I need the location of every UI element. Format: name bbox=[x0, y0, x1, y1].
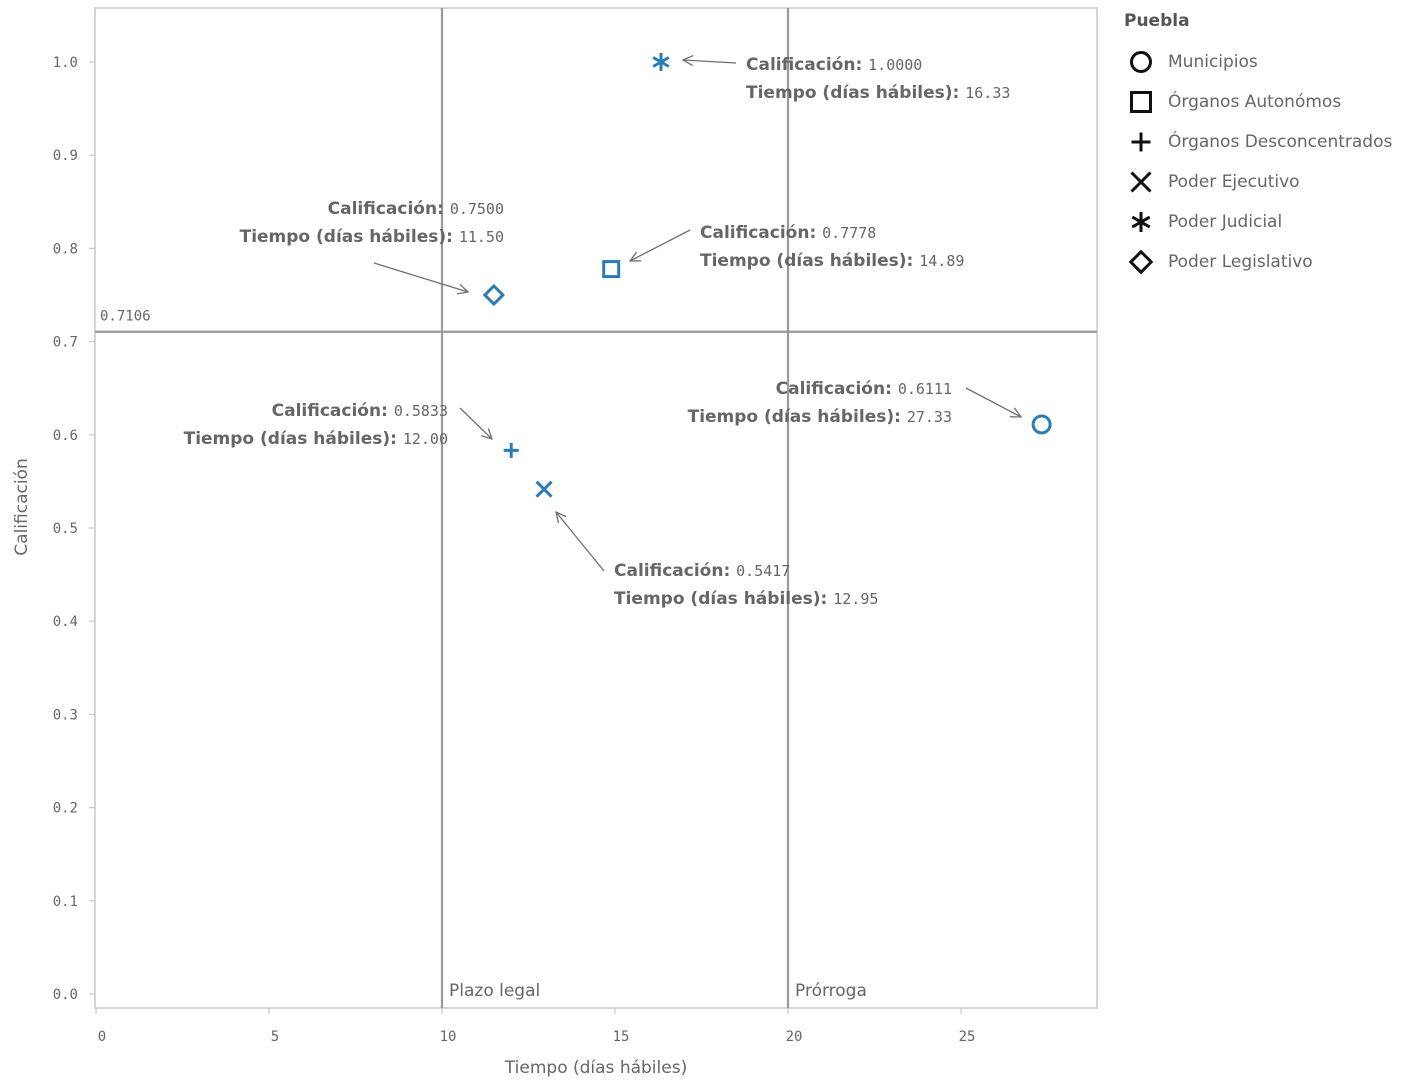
y-tick-label: 0.5 bbox=[53, 521, 78, 537]
legend-label: Poder Ejecutivo bbox=[1168, 172, 1300, 192]
circle-marker-icon bbox=[1130, 51, 1152, 73]
legend-item: Municipios bbox=[1124, 42, 1416, 82]
asterisk-marker-icon bbox=[1131, 212, 1151, 232]
reference-line-label: 0.7106 bbox=[100, 309, 151, 325]
legend-marker bbox=[1128, 249, 1154, 275]
scatter-chart: 0 5 10 15 20 25 0.0 0.1 0.2 0.3 0.4 0.5 0.6 0.7 0.8 0.9… bbox=[12, 7, 1098, 1078]
plot-frame bbox=[94, 7, 1098, 1009]
legend-item: Poder Ejecutivo bbox=[1124, 162, 1416, 202]
legend-item: Poder Legislativo bbox=[1124, 242, 1416, 282]
annotation-time: Tiempo (días hábiles): 27.33 bbox=[688, 407, 952, 427]
legend-marker bbox=[1130, 51, 1152, 73]
legend-marker bbox=[1131, 212, 1151, 232]
legend-item: Órganos Autonómos bbox=[1124, 82, 1416, 122]
legend-label: Poder Judicial bbox=[1168, 212, 1283, 232]
legend-label: Órganos Desconcentrados bbox=[1168, 132, 1393, 152]
data-point bbox=[503, 442, 519, 458]
data-point bbox=[482, 283, 506, 307]
y-tick-label: 0.4 bbox=[53, 614, 78, 630]
annotation-arrow bbox=[556, 512, 605, 572]
annotation-arrow bbox=[459, 407, 492, 439]
annotation-score: Calificación: 0.5833 bbox=[272, 401, 448, 421]
annotation-arrow bbox=[630, 229, 691, 261]
annotation-arrow bbox=[683, 60, 737, 63]
annotation-time: Tiempo (días hábiles): 16.33 bbox=[746, 83, 1010, 103]
annotation-score: Calificación: 0.6111 bbox=[776, 379, 952, 399]
legend-label: Poder Legislativo bbox=[1168, 252, 1313, 272]
data-point bbox=[535, 480, 553, 498]
annotation-score: Calificación: 0.7500 bbox=[328, 199, 504, 219]
y-tick-label: 0.2 bbox=[53, 801, 78, 817]
annotation-score: Calificación: 0.7778 bbox=[700, 223, 876, 243]
plus-marker-icon bbox=[1131, 132, 1151, 152]
annotation-arrow bbox=[373, 262, 468, 292]
data-point bbox=[602, 260, 621, 279]
x-marker-icon bbox=[1130, 171, 1152, 193]
x-tick-label: 10 bbox=[440, 1029, 457, 1045]
y-tick-label: 1.0 bbox=[53, 55, 78, 71]
x-tick-label: 25 bbox=[959, 1029, 976, 1045]
legend-item: Poder Judicial bbox=[1124, 202, 1416, 242]
y-tick-label: 0.1 bbox=[53, 894, 78, 910]
y-tick-label: 0.3 bbox=[53, 707, 78, 723]
reference-line-label: Prórroga bbox=[795, 981, 867, 1001]
legend-marker bbox=[1130, 91, 1152, 113]
annotation-score: Calificación: 1.0000 bbox=[746, 55, 922, 75]
y-tick-label: 0.0 bbox=[53, 987, 78, 1003]
annotation-time: Tiempo (días hábiles): 12.95 bbox=[614, 589, 878, 609]
annotation-score: Calificación: 0.5417 bbox=[614, 561, 790, 581]
y-tick-label: 0.9 bbox=[53, 148, 78, 164]
legend-marker bbox=[1131, 132, 1151, 152]
legend-item: Órganos Desconcentrados bbox=[1124, 122, 1416, 162]
legend-label: Órganos Autonómos bbox=[1168, 92, 1342, 112]
square-marker-icon bbox=[1130, 91, 1152, 113]
data-point bbox=[1031, 414, 1052, 435]
y-tick-label: 0.6 bbox=[53, 428, 78, 444]
annotation-time: Tiempo (días hábiles): 12.00 bbox=[184, 429, 448, 449]
legend-marker bbox=[1130, 171, 1152, 193]
x-tick-label: 0 bbox=[98, 1029, 106, 1045]
x-axis-title: Tiempo (días hábiles) bbox=[504, 1058, 687, 1078]
legend-label: Municipios bbox=[1168, 52, 1258, 72]
y-axis-title: Calificación bbox=[12, 458, 32, 555]
legend-title: Puebla bbox=[1124, 11, 1190, 31]
x-tick-label: 5 bbox=[271, 1029, 279, 1045]
annotation-arrow bbox=[965, 387, 1021, 417]
y-tick-label: 0.8 bbox=[53, 241, 78, 257]
data-point bbox=[652, 53, 670, 71]
x-tick-label: 20 bbox=[786, 1029, 803, 1045]
diamond-marker-icon bbox=[1128, 249, 1154, 275]
x-tick-label: 15 bbox=[613, 1029, 630, 1045]
annotation-time: Tiempo (días hábiles): 11.50 bbox=[240, 227, 504, 247]
annotation-time: Tiempo (días hábiles): 14.89 bbox=[700, 251, 964, 271]
legend: Puebla Municipios Órganos Autonómos Órgano… bbox=[1124, 10, 1416, 282]
reference-line-label: Plazo legal bbox=[449, 981, 540, 1001]
y-tick-label: 0.7 bbox=[53, 335, 78, 351]
